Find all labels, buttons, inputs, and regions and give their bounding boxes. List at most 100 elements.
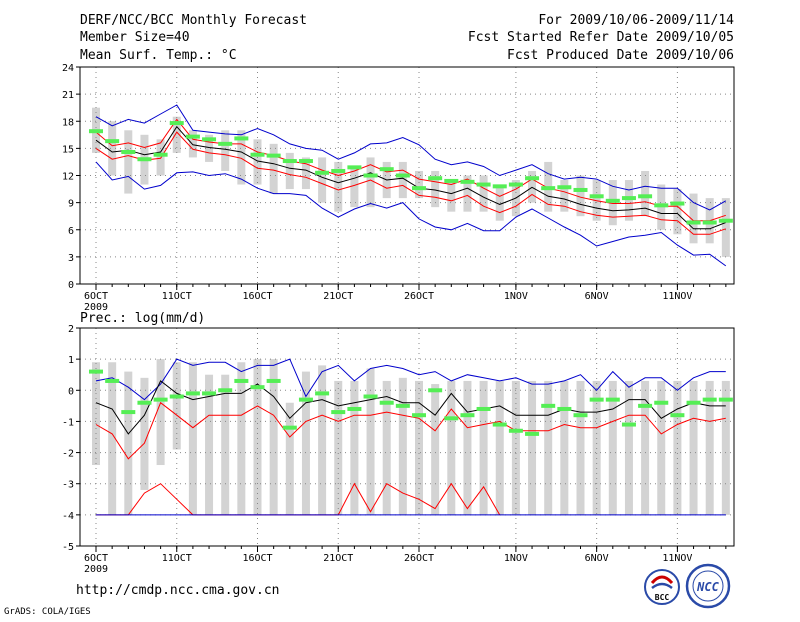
observation-marker [541, 186, 556, 191]
x-tick-label: 11OCT [162, 291, 192, 302]
range-bar [366, 368, 375, 515]
observation-marker [202, 137, 217, 142]
range-bar [592, 380, 601, 515]
series-line-upper-bound [95, 104, 727, 211]
range-bar [511, 380, 520, 515]
y-tick-label: 0 [68, 386, 74, 397]
observation-marker [89, 369, 103, 374]
range-bar [108, 121, 117, 176]
x-tick-label: 11OCT [162, 553, 192, 564]
observation-marker [298, 397, 313, 402]
range-bar [301, 157, 310, 190]
range-bar [479, 380, 488, 515]
x-tick-label: 21OCT [323, 291, 353, 302]
source-url: http://cmdp.ncc.cma.gov.cn [76, 583, 280, 598]
observation-marker [654, 203, 669, 208]
observation-marker [363, 173, 378, 178]
range-bar [221, 130, 230, 171]
observation-marker [315, 170, 330, 175]
range-bar [269, 143, 278, 194]
observation-marker [266, 378, 281, 383]
series-line-lower-spread [95, 401, 726, 460]
range-bar [237, 130, 246, 185]
range-bar [463, 175, 472, 212]
grads-credit: GrADS: COLA/IGES [4, 607, 91, 617]
observation-marker [573, 413, 588, 418]
temperature-panel: 0 3 6 9 12 15 18 21 24 6OCT 11OCT 16OCT 21OCT 26OCT 1N… [62, 63, 735, 313]
x-tick-label: 26OCT [404, 291, 434, 302]
figure-title: DERF/NCC/BCC Monthly Forecast [80, 13, 307, 28]
range-bar [431, 384, 440, 515]
range-bar [318, 157, 327, 203]
observation-marker [638, 403, 653, 408]
observation-marker [347, 406, 362, 411]
series-line-lower-spread [95, 131, 726, 235]
bcc-logo: BCC [644, 569, 680, 605]
observation-marker [169, 394, 184, 399]
observation-marker [298, 159, 313, 164]
range-bar [108, 362, 117, 515]
series-line-upper-bound [95, 358, 726, 401]
observation-marker [331, 410, 346, 415]
forecast-period: For 2009/10/06-2009/11/14 [538, 13, 734, 28]
range-bar [350, 380, 359, 515]
observation-marker [428, 388, 443, 393]
observation-marker [638, 194, 653, 199]
y-tick-label: 3 [68, 253, 74, 264]
range-bar [495, 380, 504, 515]
x-tick-label: 16OCT [242, 553, 272, 564]
range-bar [398, 377, 407, 515]
range-bar [140, 377, 149, 490]
observation-marker [169, 121, 184, 126]
observation-marker [718, 218, 733, 223]
plot-frame [79, 327, 735, 547]
observation-marker [476, 406, 491, 411]
observation-marker [234, 136, 249, 141]
range-bar [528, 380, 537, 515]
x-tick-label: 11NOV [662, 291, 692, 302]
observation-marker [379, 167, 394, 172]
y-tick-label: 15 [62, 144, 74, 155]
x-year-label: 2009 [84, 564, 108, 575]
observation-marker [476, 182, 491, 187]
observation-marker [121, 410, 136, 415]
range-bar [398, 161, 407, 199]
observation-marker [444, 178, 459, 183]
observation-marker [557, 185, 572, 190]
observation-marker [105, 139, 120, 144]
series-line-ensemble-mean [95, 125, 726, 230]
range-bar [221, 374, 230, 515]
series-line-ensemble-mean [95, 380, 726, 435]
bcc-logo-text: BCC [655, 593, 670, 602]
range-bar [560, 380, 569, 515]
range-bar [205, 134, 214, 162]
observation-marker [557, 406, 572, 411]
y-tick-label: 2 [68, 324, 74, 335]
range-bar [721, 380, 730, 515]
observation-marker [218, 388, 233, 393]
observation-marker [508, 182, 523, 187]
range-bar [657, 380, 666, 515]
x-tick-label: 6NOV [585, 553, 609, 564]
range-bar [350, 166, 359, 208]
observation-marker [379, 400, 394, 405]
range-bar [447, 180, 456, 212]
observation-marker [686, 220, 701, 225]
y-tick-label: 18 [62, 117, 74, 128]
range-bar [673, 380, 682, 515]
range-bar [285, 402, 294, 515]
observation-marker [282, 159, 297, 164]
observation-marker [121, 149, 136, 154]
observation-marker [573, 187, 588, 192]
range-bar [705, 380, 714, 515]
observation-marker [266, 153, 281, 158]
range-bar [318, 365, 327, 515]
observation-marker [621, 196, 636, 201]
y-tick-label: 12 [62, 172, 74, 183]
observation-marker [315, 391, 330, 396]
range-bar [479, 175, 488, 212]
series-line-lower-bound [95, 161, 727, 267]
range-bar [188, 130, 197, 158]
range-bar [544, 380, 553, 515]
observation-marker [508, 428, 523, 433]
